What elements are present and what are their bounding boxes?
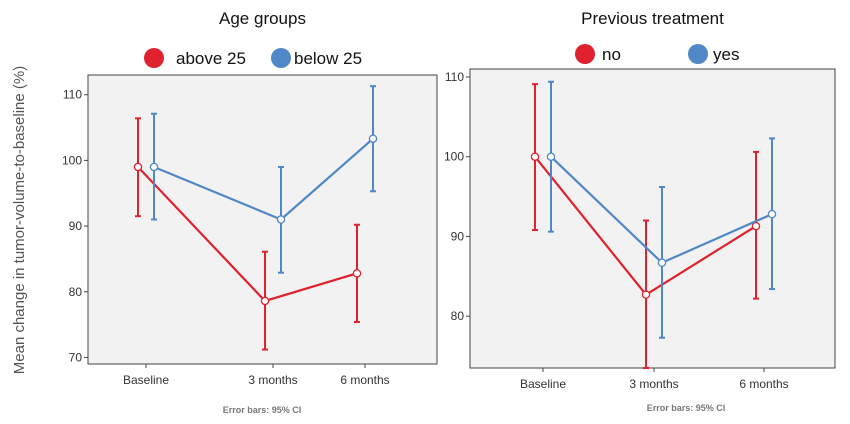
data-point-below-25 bbox=[149, 162, 159, 172]
y-tick-label: 110 bbox=[63, 88, 82, 102]
chart-title: Previous treatment bbox=[581, 9, 724, 28]
y-tick-label: 80 bbox=[451, 309, 465, 323]
data-point-below-25 bbox=[276, 215, 286, 224]
data-point-yes bbox=[657, 258, 667, 268]
y-tick-label: 100 bbox=[444, 150, 464, 164]
y-tick-label: 80 bbox=[69, 285, 83, 299]
legend-label-no: no bbox=[602, 45, 621, 64]
data-point-no bbox=[751, 221, 761, 231]
legend-label-below-25: below 25 bbox=[294, 49, 362, 68]
data-point-no bbox=[530, 152, 540, 161]
y-tick-label: 90 bbox=[451, 229, 465, 243]
x-tick-label: Baseline bbox=[123, 373, 169, 387]
y-tick-label: 100 bbox=[62, 153, 82, 167]
plot-area bbox=[469, 68, 836, 369]
data-point-above-25 bbox=[260, 296, 270, 306]
y-tick-label: 110 bbox=[445, 70, 464, 84]
data-point-yes bbox=[546, 152, 556, 161]
data-point-no bbox=[641, 290, 651, 299]
y-axis-label: Mean change in tumor-volume-to-baseline … bbox=[11, 66, 28, 374]
legend-marker-above-25 bbox=[144, 48, 164, 68]
y-tick-label: 90 bbox=[69, 219, 83, 233]
error-bar-note: Error bars: 95% CI bbox=[647, 403, 726, 413]
x-tick-label: 6 months bbox=[340, 373, 389, 387]
chart-title: Age groups bbox=[219, 9, 306, 28]
y-tick-label: 70 bbox=[69, 350, 83, 364]
data-point-below-25 bbox=[368, 134, 378, 143]
legend-label-yes: yes bbox=[713, 45, 739, 64]
x-tick-label: 3 months bbox=[629, 377, 678, 391]
data-point-above-25 bbox=[352, 269, 362, 278]
data-point-yes bbox=[767, 209, 777, 219]
x-tick-label: Baseline bbox=[520, 377, 566, 391]
x-tick-label: 3 months bbox=[248, 373, 297, 387]
chart-panel-previous-treatment: Previous treatment no yes 80 90 100 110 Baselin… bbox=[444, 9, 836, 413]
data-point-above-25 bbox=[133, 162, 143, 172]
chart-panel-age-groups: Age groups above 25 below 25 70 80 90 100 110 Ba… bbox=[62, 9, 438, 415]
x-tick-label: 6 months bbox=[739, 377, 788, 391]
legend-marker-below-25 bbox=[271, 48, 291, 68]
legend-label-above-25: above 25 bbox=[176, 49, 246, 68]
plot-area bbox=[87, 74, 438, 365]
legend-marker-no bbox=[575, 44, 595, 64]
error-bar-note: Error bars: 95% CI bbox=[223, 405, 302, 415]
legend-marker-yes bbox=[688, 44, 708, 64]
